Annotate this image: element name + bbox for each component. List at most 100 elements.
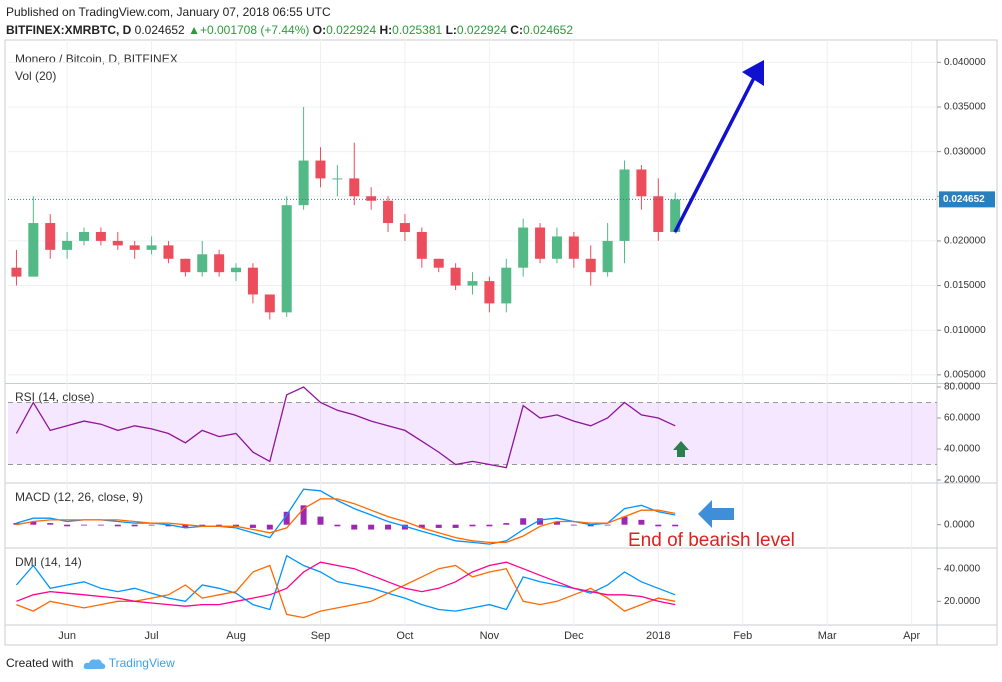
histogram-bar (418, 524, 425, 528)
candle-body (433, 258, 444, 268)
candle-body (79, 231, 90, 241)
indicator-line (15, 554, 676, 612)
candle-body (568, 236, 579, 259)
indicator-line (16, 561, 676, 607)
candle-body (467, 281, 478, 286)
histogram-bar (520, 518, 527, 525)
candle-body (298, 160, 309, 206)
candle-body (484, 281, 495, 304)
candle-body (247, 267, 258, 295)
histogram-bar (401, 524, 408, 530)
change: ▲+0.001708 (+7.44%) (188, 23, 310, 37)
candle-body (636, 169, 647, 197)
candle-body (95, 231, 106, 241)
y-tick-label: 20.0000 (944, 475, 981, 486)
candle-body (551, 236, 562, 259)
left-arrow-icon (698, 500, 734, 528)
y-tick-label: 0.005000 (944, 369, 986, 380)
candle-body (281, 205, 292, 313)
x-tick-label: Mar (818, 630, 837, 642)
histogram-bar (13, 523, 20, 525)
symbol: BITFINEX:XMRBTC, D (6, 23, 132, 37)
histogram-bar (553, 521, 560, 525)
x-tick-label: Sep (311, 630, 331, 642)
candle-body (416, 231, 427, 259)
candle-body (11, 267, 22, 277)
candle-body (112, 240, 123, 246)
candle-body (383, 200, 394, 224)
histogram-bar (587, 524, 594, 527)
ohlc-label: C: (510, 23, 523, 37)
histogram-bar (199, 524, 206, 526)
frame (4, 39, 998, 646)
histogram-bar (47, 523, 54, 525)
marks: Jun Jul Aug Sep Oct Nov Dec 2018 Feb Mar Apr Monero… (8, 40, 995, 642)
candle-body (450, 267, 461, 286)
histogram-bar (165, 524, 172, 527)
histogram-bar (233, 524, 240, 527)
annotation: End of bearish level (628, 530, 795, 551)
logo (83, 659, 105, 669)
y-tick-label: 0.015000 (944, 280, 986, 291)
indicator-line (16, 488, 676, 545)
x-tick-label: Jul (145, 630, 159, 642)
candle-body (619, 169, 630, 241)
pane-title: RSI (14, close) (15, 390, 94, 404)
created-with: Created with (6, 656, 74, 670)
histogram-bar (469, 524, 476, 527)
histogram-bar (486, 524, 493, 527)
header: Published on TradingView.com, January 07… (6, 3, 573, 39)
candle-body (264, 294, 275, 313)
candle-body (197, 254, 208, 273)
x-tick-label: Aug (226, 630, 246, 642)
histogram-bar (317, 516, 324, 525)
ohlc-label: O: (312, 23, 327, 37)
candle-body (653, 196, 664, 232)
histogram-bar (503, 523, 510, 525)
candle-body (163, 245, 174, 259)
histogram-bar (621, 516, 628, 525)
histogram-bar (97, 524, 104, 526)
histogram-bar (300, 505, 307, 525)
candle-body (214, 254, 225, 273)
candle-body (366, 196, 377, 201)
candle-body (45, 223, 56, 250)
y-tick-label: 0.030000 (944, 146, 986, 157)
y-tick-label: 0.010000 (944, 325, 986, 336)
candle-body (670, 199, 681, 232)
histogram-bar (182, 524, 189, 528)
y-tick-label: 80.0000 (944, 382, 981, 393)
y-tick-label: 0.0000 (944, 519, 975, 530)
y-tick-label: 20.0000 (944, 596, 981, 607)
brand: TradingView (108, 656, 175, 670)
histogram-bar (385, 524, 392, 530)
histogram-bar (249, 524, 256, 528)
quote-line: BITFINEX:XMRBTC, D 0.024652 ▲+0.001708 (… (6, 21, 573, 39)
candle-body (315, 160, 326, 179)
x-tick-label: Oct (396, 630, 413, 642)
histogram-bar (435, 524, 442, 528)
y-tick-label: 40.0000 (944, 563, 981, 574)
candle-body (332, 178, 343, 180)
histogram-bar (114, 524, 121, 527)
histogram-bar (131, 524, 138, 527)
histogram-bar (672, 524, 679, 527)
x-tick-label: Dec (564, 630, 584, 642)
candle-body (180, 258, 191, 273)
pane-title: MACD (12, 26, close, 9) (15, 490, 143, 504)
histogram-bar (266, 524, 273, 530)
candle-body (28, 223, 39, 277)
last-price-label: 0.024652 (943, 194, 985, 205)
candle-body (501, 267, 512, 304)
histogram-bar (537, 518, 544, 525)
histogram-bar (351, 524, 358, 530)
candle-body (602, 240, 613, 273)
published: Published on TradingView.com, January 07… (6, 5, 331, 19)
y-tick-label: 0.040000 (944, 57, 986, 68)
indicator-line (16, 564, 676, 619)
y-tick-label: 40.0000 (944, 444, 981, 455)
histogram-bar (64, 524, 71, 527)
ohlc-value: 0.024652 (522, 23, 574, 37)
histogram-bar (81, 524, 88, 526)
